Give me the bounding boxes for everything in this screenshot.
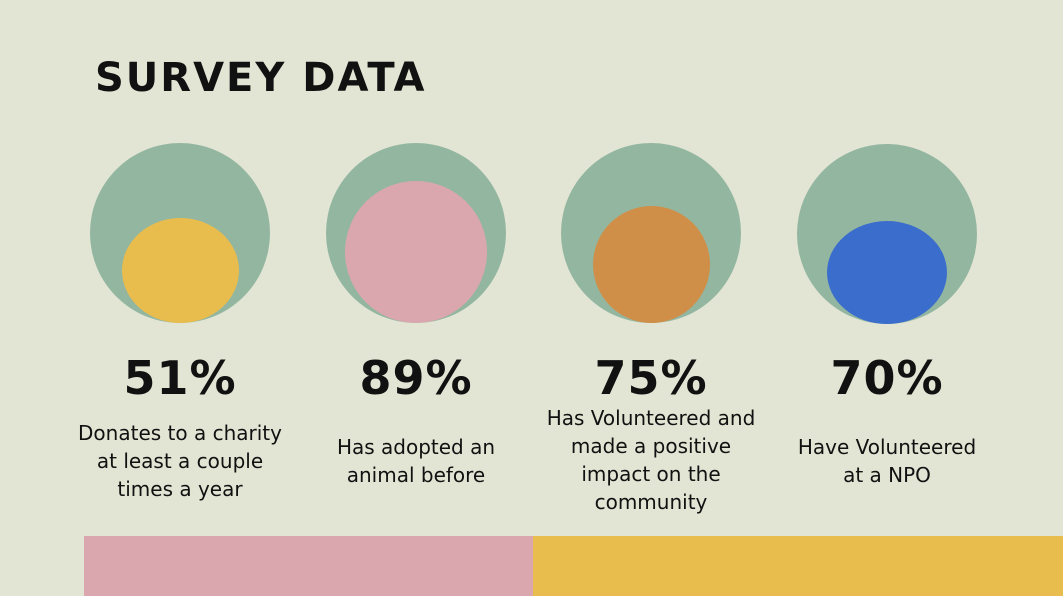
stat-caption: Has adopted an animal before [296, 433, 536, 489]
stat-percent: 89% [359, 351, 473, 405]
stat-percent: 51% [123, 351, 237, 405]
stat-volunteered-npo: 70% Have Volunteered at a NPO [767, 0, 1007, 520]
stat-caption: Donates to a charity at least a couple t… [60, 419, 300, 503]
inner-circle-pink [345, 181, 487, 323]
bottom-bar-yellow [533, 536, 1063, 596]
inner-circle-yellow [122, 218, 239, 323]
stat-percent: 75% [594, 351, 708, 405]
stat-adopted-animal: 89% Has adopted an animal before [296, 0, 536, 520]
inner-circle-blue [827, 221, 947, 324]
stat-donates-charity: 51% Donates to a charity at least a coup… [60, 0, 300, 520]
inner-circle-orange [593, 206, 710, 323]
stat-percent: 70% [830, 351, 944, 405]
page-title: SURVEY DATA [95, 55, 427, 101]
caption-text: Donates to a charity at least a couple t… [78, 421, 282, 501]
stat-caption: Have Volunteered at a NPO [767, 433, 1007, 489]
stat-caption: Has Volunteered and made a positive impa… [531, 404, 771, 516]
caption-text: Has Volunteered and made a positive impa… [546, 406, 756, 514]
caption-text: Has adopted an animal before [336, 435, 496, 487]
caption-text: Have Volunteered at a NPO [797, 435, 977, 487]
bottom-bar-pink [84, 536, 533, 596]
stat-volunteered-impact: 75% Has Volunteered and made a positive … [531, 0, 771, 520]
